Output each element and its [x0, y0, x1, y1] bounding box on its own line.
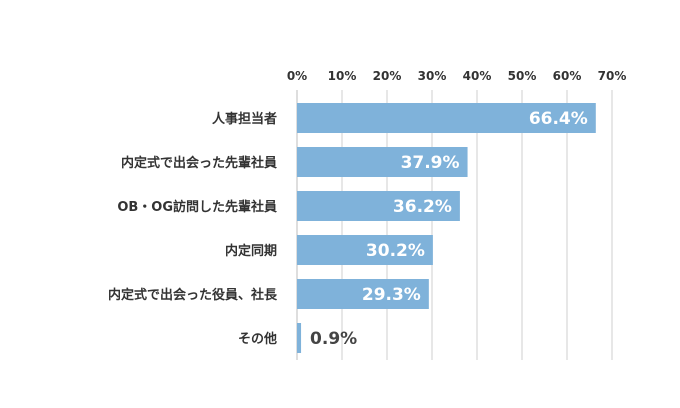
category-label: 人事担当者	[212, 111, 277, 127]
value-label: 37.9%	[401, 153, 460, 173]
x-tick-label: 70%	[598, 69, 627, 83]
category-label: その他	[238, 331, 277, 347]
value-label: 66.4%	[529, 109, 588, 129]
x-tick-label: 60%	[553, 69, 582, 83]
bar-1	[297, 147, 468, 177]
value-label: 29.3%	[362, 285, 421, 305]
bar-2	[297, 191, 460, 221]
x-tick-label: 20%	[373, 69, 402, 83]
value-label: 0.9%	[310, 329, 357, 349]
bar-5	[297, 323, 302, 353]
category-label: 内定式で出会った役員、社長	[108, 287, 278, 303]
x-tick-label: 50%	[508, 69, 537, 83]
category-label: 内定同期	[225, 243, 277, 259]
labels: 0% 10% 20% 30% 40% 50% 60% 70% 人事担当者 66.4% 内定式で出会っ…	[108, 69, 626, 349]
value-label: 36.2%	[393, 197, 452, 217]
bar-3	[297, 235, 433, 265]
x-tick-label: 40%	[463, 69, 492, 83]
gridlines	[296, 90, 613, 360]
x-tick-label: 0%	[287, 69, 307, 83]
x-tick-label: 10%	[328, 69, 357, 83]
category-label: 内定式で出会った先輩社員	[121, 155, 277, 171]
x-tick-label: 30%	[418, 69, 447, 83]
bar-4	[297, 279, 429, 309]
category-label: OB・OG訪問した先輩社員	[117, 199, 277, 215]
value-label: 30.2%	[366, 241, 425, 261]
bars	[297, 103, 596, 353]
bar-0	[297, 103, 596, 133]
